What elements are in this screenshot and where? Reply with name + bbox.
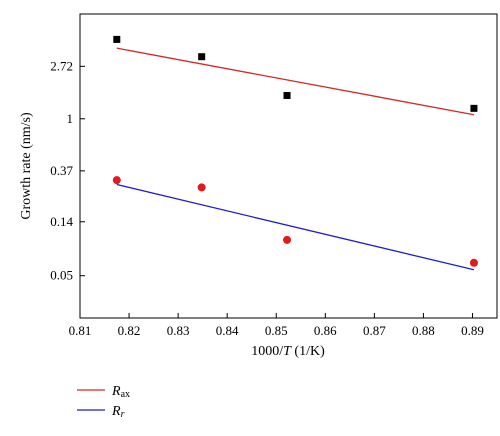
- y-tick-label: 0.05: [50, 268, 73, 283]
- data-point-series-0: [198, 53, 206, 61]
- data-point-series-1: [469, 258, 478, 267]
- data-markers: [112, 35, 478, 267]
- x-axis-title: 1000/T (1/K): [251, 344, 325, 359]
- plot-area-frame: [79, 13, 498, 319]
- y-tick-label: 2.72: [50, 58, 73, 73]
- y-axis-ticks: 0.05 0.14 0.37 1 2.72: [50, 58, 85, 283]
- data-point-series-1: [283, 235, 292, 244]
- y-axis-title: Growth rate (nm/s): [19, 112, 34, 220]
- x-tick-label: 0.87: [363, 323, 386, 338]
- data-point-series-1: [197, 183, 206, 192]
- data-point-series-0: [470, 104, 478, 112]
- x-tick-label: 0.81: [69, 323, 92, 338]
- data-point-series-0: [113, 35, 121, 43]
- x-tick-label: 0.85: [265, 323, 288, 338]
- legend-label-rax: Rax: [111, 384, 130, 400]
- fit-line-series-1: [116, 183, 475, 271]
- y-tick-label: 0.37: [50, 163, 73, 178]
- legend: Rax Rr: [77, 384, 130, 420]
- x-tick-label: 0.89: [461, 323, 484, 338]
- legend-label-rr: Rr: [111, 404, 125, 420]
- x-tick-label: 0.84: [216, 323, 239, 338]
- x-axis-ticks: 0.81 0.82 0.83 0.84 0.85 0.86 0.87 0.88 0.89: [69, 313, 484, 338]
- x-tick-label: 0.88: [412, 323, 435, 338]
- fit-line-series-0: [116, 47, 475, 116]
- y-tick-label: 0.14: [50, 214, 73, 229]
- data-point-series-1: [112, 176, 121, 185]
- x-tick-label: 0.86: [314, 323, 337, 338]
- data-point-series-0: [283, 91, 291, 99]
- y-tick-label: 1: [67, 111, 74, 126]
- x-tick-label: 0.82: [118, 323, 141, 338]
- x-tick-label: 0.83: [167, 323, 190, 338]
- fit-lines: [116, 47, 475, 271]
